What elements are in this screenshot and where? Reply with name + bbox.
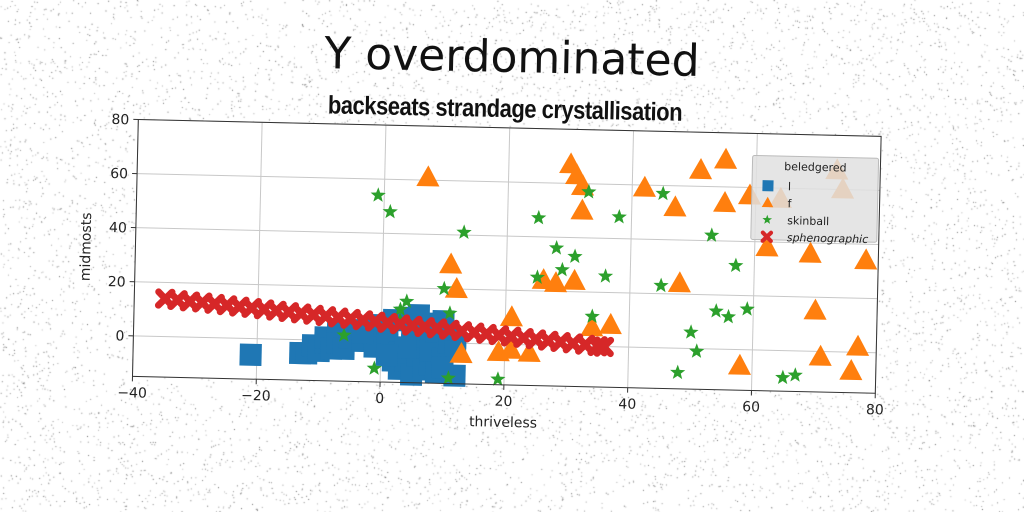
data-point	[713, 191, 737, 213]
x-tick-label: 40	[618, 396, 636, 412]
data-point	[787, 367, 803, 382]
data-point	[517, 340, 541, 363]
series-4	[154, 288, 615, 358]
legend-label: skinball	[787, 214, 829, 228]
data-point	[570, 198, 594, 220]
y-tick-label: 40	[109, 220, 127, 236]
data-point	[755, 235, 779, 257]
data-point	[798, 241, 822, 263]
grid-line-y	[134, 281, 878, 300]
data-point	[499, 337, 523, 359]
data-point	[416, 165, 440, 187]
data-point	[543, 271, 568, 293]
legend-marker	[762, 214, 773, 224]
legend-title: beledgered	[784, 160, 847, 174]
data-point	[529, 269, 545, 284]
data-point	[239, 343, 262, 366]
data-point	[653, 277, 669, 293]
data-point	[431, 355, 454, 379]
data-point	[597, 268, 614, 283]
data-point	[704, 227, 720, 242]
x-tick-label: −20	[241, 388, 271, 405]
y-tick-label: 20	[108, 274, 126, 290]
legend-label: l	[788, 180, 791, 193]
data-point	[720, 308, 737, 324]
y-tick-label: 80	[111, 112, 129, 128]
grid-line-y	[135, 227, 879, 246]
data-point	[370, 187, 386, 202]
data-point	[714, 147, 738, 169]
legend-marker	[762, 180, 774, 192]
data-point	[728, 257, 744, 273]
legend-marker	[760, 230, 774, 244]
data-point	[366, 360, 382, 375]
x-tick-label: 60	[742, 399, 760, 415]
legend-label: f	[787, 197, 792, 210]
legend-label: sphenographic	[787, 231, 869, 246]
data-point	[580, 315, 604, 337]
data-point	[562, 268, 586, 290]
x-tick-label: 80	[866, 402, 884, 418]
data-point	[632, 175, 656, 197]
grid-line-x	[255, 122, 263, 380]
legend-box	[750, 154, 880, 243]
data-point	[611, 209, 627, 224]
data-point	[382, 203, 398, 219]
x-tick-label: 20	[494, 394, 512, 410]
data-point	[689, 343, 705, 358]
data-point	[375, 343, 399, 367]
data-point	[667, 271, 691, 293]
x-axis-label: thriveless	[469, 414, 537, 432]
data-point	[655, 185, 671, 201]
data-point	[727, 353, 752, 375]
data-point	[336, 327, 352, 342]
data-point	[584, 308, 600, 324]
x-tick-label: −40	[117, 385, 147, 402]
data-point	[499, 305, 523, 327]
plot-area: −40 −20 0 20 40 60 80 0 20 40 60 80 thriveless mid…	[78, 112, 884, 432]
data-point	[567, 248, 583, 264]
data-point	[846, 334, 870, 356]
y-tick-label: 60	[110, 166, 128, 182]
data-point	[399, 293, 415, 309]
data-point	[444, 276, 468, 299]
data-point	[439, 252, 463, 274]
data-point	[708, 303, 724, 318]
legend-marker	[761, 196, 774, 208]
data-point	[436, 280, 452, 296]
data-point	[581, 183, 597, 199]
data-point	[456, 224, 472, 240]
x-axis-ticks: −40 −20 0 20 40 60 80	[117, 376, 884, 418]
data-point	[593, 336, 615, 358]
legend: beledgered lf skinball sphenographic	[750, 154, 880, 246]
data-point	[442, 305, 458, 320]
data-point	[531, 209, 547, 225]
data-point	[548, 240, 565, 255]
data-point	[598, 312, 622, 335]
y-axis-label: midmosts	[78, 212, 96, 281]
y-axis-ticks: 0 20 40 60 80	[108, 112, 139, 345]
data-point	[739, 301, 755, 316]
data-point	[854, 248, 878, 270]
data-point	[554, 261, 570, 277]
x-tick-label: 0	[375, 391, 384, 407]
data-point	[440, 370, 456, 385]
grid-line-x	[627, 130, 635, 388]
data-point	[663, 195, 687, 217]
data-point	[803, 298, 827, 320]
series-3	[336, 183, 803, 386]
data-point	[839, 358, 863, 381]
data-point	[392, 301, 409, 316]
y-tick-label: 0	[115, 328, 124, 344]
data-point	[449, 342, 473, 364]
data-point	[490, 371, 506, 386]
data-point	[394, 336, 417, 359]
data-point	[670, 364, 686, 380]
data-point	[689, 158, 713, 180]
data-point	[683, 324, 699, 339]
data-point	[775, 369, 791, 385]
data-point	[808, 344, 832, 366]
data-points	[154, 147, 878, 387]
